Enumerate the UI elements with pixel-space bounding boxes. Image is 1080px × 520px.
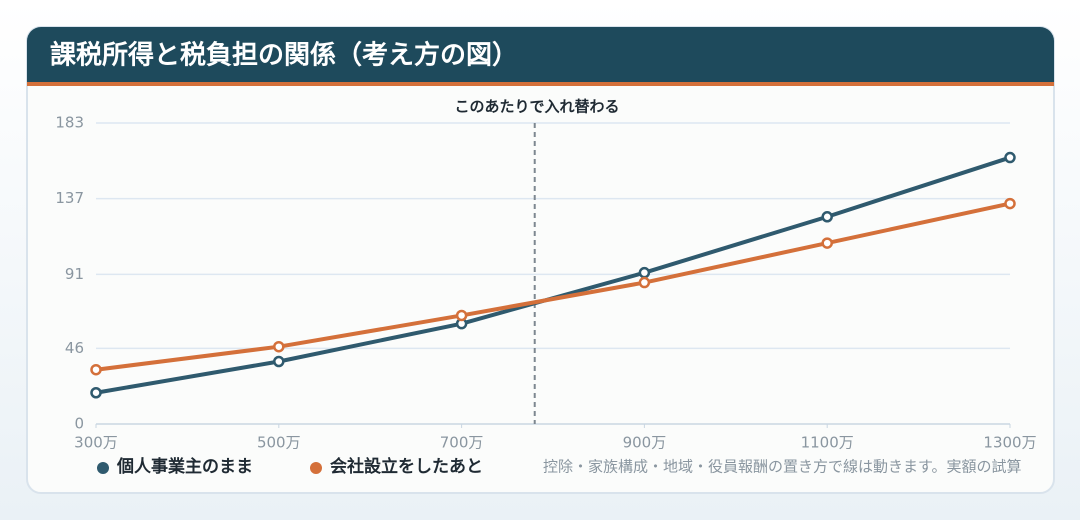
data-point <box>638 266 651 279</box>
x-tick-label: 1100万 <box>801 434 854 452</box>
data-point <box>1004 197 1016 210</box>
header-stripe <box>27 82 1054 86</box>
y-tick-label: 137 <box>55 189 84 207</box>
legend-marker <box>97 462 109 474</box>
note: 控除・家族構成・地域・役員報酬の置き方で線は動きます。実額の試算 <box>543 458 1022 476</box>
data-point <box>638 276 651 289</box>
y-tick-label: 46 <box>65 339 84 357</box>
y-tick-label: 183 <box>55 114 84 132</box>
y-tick-label: 91 <box>65 265 84 283</box>
data-point <box>90 386 102 399</box>
data-point <box>273 355 285 368</box>
x-tick-label: 300万 <box>74 434 118 452</box>
legend-label: 会社設立をしたあと <box>330 456 483 477</box>
x-tick-label: 900万 <box>623 434 667 452</box>
data-point <box>821 211 833 223</box>
header <box>27 27 1054 84</box>
y-tick-label: 0 <box>74 415 84 433</box>
data-point <box>273 340 285 353</box>
x-tick-label: 700万 <box>440 434 484 452</box>
x-tick-label: 1300万 <box>983 434 1036 452</box>
x-tick-label: 500万 <box>257 434 301 452</box>
data-point <box>1004 151 1016 164</box>
chart-title: 課税所得と税負担の関係（考え方の図） <box>50 40 518 71</box>
data-point <box>455 309 468 322</box>
annotation-label: このあたりで入れ替わる <box>454 98 619 116</box>
legend-label: 個人事業主のまま <box>116 456 253 477</box>
data-point <box>821 237 833 249</box>
series-line <box>95 201 1011 372</box>
legend-marker <box>310 462 322 474</box>
data-point <box>90 363 102 376</box>
